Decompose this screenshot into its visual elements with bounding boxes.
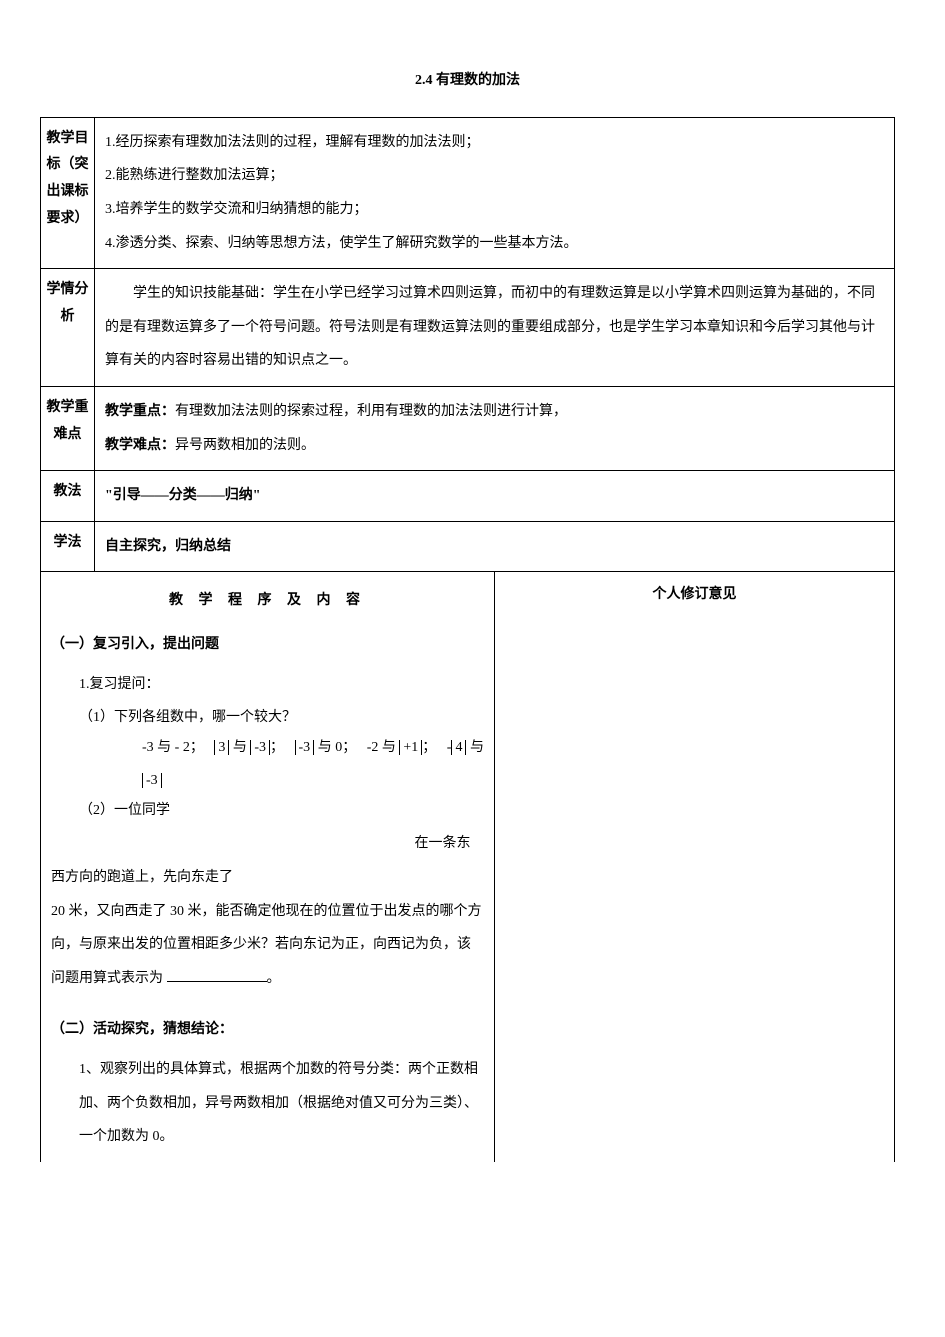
section2-title: （二）活动探究，猜想结论： xyxy=(51,1013,484,1047)
f-sep3: 与 xyxy=(318,740,332,755)
f-p2a: 3 xyxy=(214,740,229,755)
f-p2b: -3 xyxy=(250,740,270,755)
goals-label: 教学目标（突出课标要求） xyxy=(41,117,95,268)
keypoints-content: 教学重点：有理数加法法则的探索过程，利用有理数的加法法则进行计算， 教学难点：异… xyxy=(95,386,895,470)
s1-q2-end: 。 xyxy=(267,971,281,986)
formula-line: -3 与 - 2； 3 与 -3； -3 与 0； -2 与 +1； -4 与 … xyxy=(51,731,484,798)
row-analysis: 学情分析 学生的知识技能基础：学生在小学已经学习过算术四则运算，而初中的有理数运… xyxy=(41,269,895,387)
teach-method-label-text: 教法 xyxy=(54,484,82,499)
goals-label-text: 教学目标（突出课标要求） xyxy=(47,131,89,226)
s1-q1: （1）下列各组数中，哪一个较大？ xyxy=(51,701,484,735)
row-teach-method: 教法 "引导——分类——归纳" xyxy=(41,471,895,522)
row-content: 教 学 程 序 及 内 容 （一）复习引入，提出问题 1.复习提问： （1）下列… xyxy=(41,572,895,1162)
teach-method-content: "引导——分类——归纳" xyxy=(95,471,895,522)
document-title: 2.4 有理数的加法 xyxy=(40,66,895,97)
keypoints-label: 教学重难点 xyxy=(41,386,95,470)
goal-item-2: 2.能熟练进行整数加法运算； xyxy=(105,159,884,193)
blank-underline xyxy=(167,967,267,982)
goals-content: 1.经历探索有理数加法法则的过程，理解有理数的加法法则； 2.能熟练进行整数加法… xyxy=(95,117,895,268)
learn-method-text: 自主探究，归纳总结 xyxy=(105,539,231,554)
s1-q2-post: 在一条东西方向的跑道上，先向东走了 xyxy=(51,836,471,885)
section1-title: （一）复习引入，提出问题 xyxy=(51,628,484,662)
content-heading: 教 学 程 序 及 内 容 xyxy=(51,584,484,618)
f-p1a: -3 xyxy=(142,740,154,755)
analysis-text: 学生的知识技能基础：学生在小学已经学习过算术四则运算，而初中的有理数运算是以小学… xyxy=(105,286,875,368)
goal-item-4: 4.渗透分类、探索、归纳等思想方法，使学生了解研究数学的一些基本方法。 xyxy=(105,227,884,261)
f-semi3: ； xyxy=(342,740,356,755)
content-main: 教 学 程 序 及 内 容 （一）复习引入，提出问题 1.复习提问： （1）下列… xyxy=(41,572,495,1162)
f-semi4: ； xyxy=(422,740,436,755)
keypoints-label-text: 教学重难点 xyxy=(47,400,89,442)
f-semi1: ； xyxy=(190,740,204,755)
learn-method-label-text: 学法 xyxy=(54,535,82,550)
goal-item-1: 1.经历探索有理数加法法则的过程，理解有理数的加法法则； xyxy=(105,126,884,160)
f-semi2: ； xyxy=(270,740,284,755)
row-learn-method: 学法 自主探究，归纳总结 xyxy=(41,521,895,572)
s1-q2-wrap: （2）一位同学 在一条东西方向的跑道上，先向东走了 xyxy=(51,794,484,895)
teach-method-label: 教法 xyxy=(41,471,95,522)
page: 2.4 有理数的加法 教学目标（突出课标要求） 1.经历探索有理数加法法则的过程… xyxy=(0,0,945,1337)
diff-text: 异号两数相加的法则。 xyxy=(175,438,315,453)
diff-label: 教学难点： xyxy=(105,438,175,453)
s1-q2-pre: （2）一位同学 xyxy=(51,794,170,828)
diff-point: 教学难点：异号两数相加的法则。 xyxy=(105,429,884,463)
s1-q2-line2-wrap: 20 米，又向西走了 30 米，能否确定他现在的位置位于出发点的哪个方向，与原来… xyxy=(51,895,484,996)
lesson-plan-table: 教学目标（突出课标要求） 1.经历探索有理数加法法则的过程，理解有理数的加法法则… xyxy=(40,117,895,1162)
f-p3a: -3 xyxy=(295,740,315,755)
row-keypoints: 教学重难点 教学重点：有理数加法法则的探索过程，利用有理数的加法法则进行计算， … xyxy=(41,386,895,470)
learn-method-content: 自主探究，归纳总结 xyxy=(95,521,895,572)
learn-method-label: 学法 xyxy=(41,521,95,572)
side-notes: 个人修订意见 xyxy=(495,572,895,1162)
f-p4b: +1 xyxy=(399,740,422,755)
s2-item1: 1、观察列出的具体算式，根据两个加数的符号分类：两个正数相加、两个负数相加，异号… xyxy=(51,1053,484,1154)
f-sep5: 与 xyxy=(470,740,484,755)
f-sep4: 与 xyxy=(382,740,396,755)
key-point: 教学重点：有理数加法法则的探索过程，利用有理数的加法法则进行计算， xyxy=(105,395,884,429)
f-sep1: 与 xyxy=(157,740,171,755)
analysis-content: 学生的知识技能基础：学生在小学已经学习过算术四则运算，而初中的有理数运算是以小学… xyxy=(95,269,895,387)
f-p5b: -3 xyxy=(142,773,162,788)
side-label: 个人修订意见 xyxy=(653,587,737,602)
goal-item-3: 3.培养学生的数学交流和归纳猜想的能力； xyxy=(105,193,884,227)
row-goals: 教学目标（突出课标要求） 1.经历探索有理数加法法则的过程，理解有理数的加法法则… xyxy=(41,117,895,268)
analysis-label: 学情分析 xyxy=(41,269,95,387)
key-label: 教学重点： xyxy=(105,404,175,419)
key-text: 有理数加法法则的探索过程，利用有理数的加法法则进行计算， xyxy=(175,404,567,419)
analysis-label-text: 学情分析 xyxy=(47,282,89,324)
s1-item1: 1.复习提问： xyxy=(51,668,484,702)
f-p5a: 4 xyxy=(451,740,466,755)
f-p4a: -2 xyxy=(367,740,379,755)
teach-method-text: "引导——分类——归纳" xyxy=(105,488,261,503)
f-p1b: - 2 xyxy=(175,740,190,755)
f-sep2: 与 xyxy=(233,740,247,755)
